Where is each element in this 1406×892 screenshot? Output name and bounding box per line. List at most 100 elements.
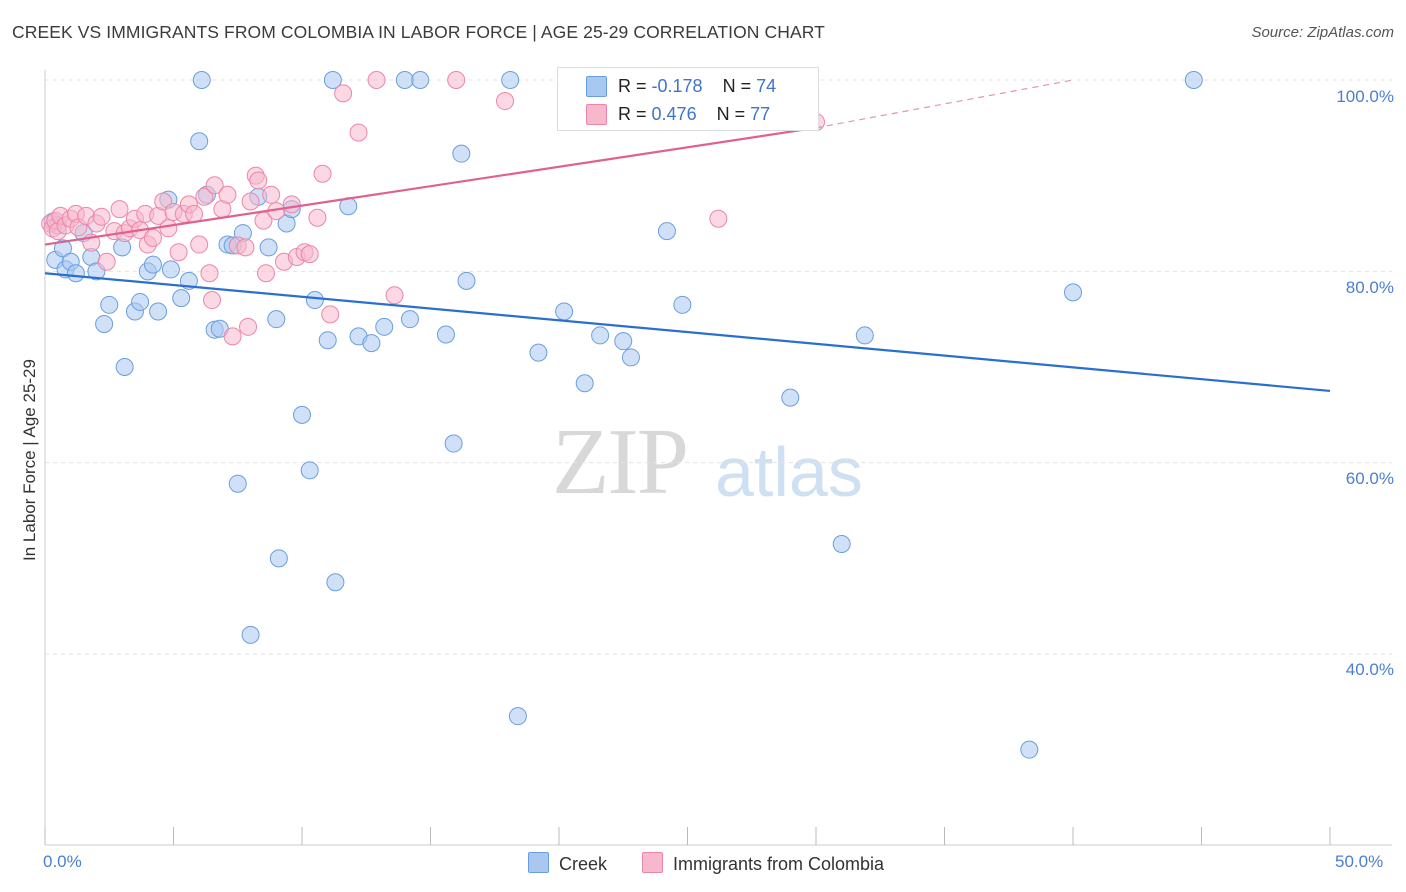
legend-n-label: N = xyxy=(716,104,746,124)
creek-point xyxy=(293,405,311,424)
creek-point xyxy=(172,289,191,308)
creek-point xyxy=(436,325,455,344)
colombia-point xyxy=(257,264,276,283)
colombia-point xyxy=(218,185,237,204)
colombia-point xyxy=(200,264,219,283)
creek-point xyxy=(508,707,527,726)
creek-point xyxy=(444,434,463,453)
colombia-point xyxy=(367,71,386,89)
colombia-point xyxy=(282,195,301,214)
y-tick-label: 80.0% xyxy=(1345,278,1394,297)
creek-point xyxy=(832,534,851,553)
creek-point xyxy=(1184,71,1203,89)
creek-point xyxy=(95,314,114,333)
creek-point xyxy=(501,71,520,89)
creek-point xyxy=(190,132,209,151)
colombia-trend-extension xyxy=(815,79,1074,129)
colombia-point xyxy=(223,327,242,346)
bottom-legend-swatch xyxy=(528,852,549,873)
y-tick-label: 60.0% xyxy=(1345,469,1394,488)
bottom-legend-swatch xyxy=(642,852,663,873)
bottom-legend-label: Immigrants from Colombia xyxy=(673,854,885,874)
creek-point xyxy=(323,71,342,89)
bottom-legend-label: Creek xyxy=(559,854,608,874)
chart-title: CREEK VS IMMIGRANTS FROM COLOMBIA IN LAB… xyxy=(12,22,825,42)
y-tick-label: 100.0% xyxy=(1336,87,1394,106)
creek-point xyxy=(66,264,85,283)
creek-point xyxy=(143,255,162,274)
colombia-point xyxy=(300,245,319,264)
colombia-point xyxy=(447,71,466,89)
creek-point xyxy=(326,573,345,592)
creek-trend-line xyxy=(44,272,1331,393)
creek-point xyxy=(591,326,610,345)
creek-point xyxy=(614,332,633,351)
creek-point xyxy=(100,295,119,314)
creek-point xyxy=(657,222,676,241)
creek-point xyxy=(375,317,394,336)
y-axis-label: In Labor Force | Age 25-29 xyxy=(20,359,39,561)
creek-point xyxy=(362,334,381,353)
creek-point xyxy=(131,292,150,311)
creek-point xyxy=(395,71,414,89)
colombia-point xyxy=(169,243,188,262)
creek-point xyxy=(400,310,419,329)
creek-point xyxy=(259,238,278,257)
creek-point xyxy=(673,295,692,314)
creek-point xyxy=(411,71,430,89)
colombia-point xyxy=(185,204,204,223)
colombia-point xyxy=(241,192,260,211)
creek-point xyxy=(115,358,134,376)
colombia-point xyxy=(308,208,327,227)
creek-point xyxy=(192,71,211,89)
legend-n-label: N = xyxy=(722,76,752,96)
colombia-point xyxy=(385,286,404,305)
colombia-point xyxy=(334,84,353,103)
creek-point xyxy=(267,310,286,329)
creek-point xyxy=(305,291,324,310)
creek-point xyxy=(1064,283,1082,302)
legend-row-colombia: R = 0.476 N = 77 xyxy=(618,104,770,125)
creek-point xyxy=(621,348,640,367)
creek-point xyxy=(241,625,260,644)
creek-point xyxy=(161,260,180,279)
colombia-point xyxy=(97,252,116,271)
colombia-point xyxy=(205,176,224,195)
creek-point xyxy=(555,302,574,321)
legend-n-value: 74 xyxy=(756,76,777,96)
legend-r-value: -0.178 xyxy=(651,76,703,96)
creek-point xyxy=(228,474,247,493)
legend-r-label: R = xyxy=(618,104,647,124)
colombia-point xyxy=(349,123,368,142)
creek-point xyxy=(855,326,874,345)
source-label: Source: ZipAtlas.com xyxy=(1251,24,1394,41)
creek-point xyxy=(149,302,168,321)
colombia-point xyxy=(262,185,281,204)
watermark-zip: ZIP xyxy=(552,410,689,514)
colombia-point xyxy=(203,291,222,310)
legend-r-value: 0.476 xyxy=(651,104,697,124)
colombia-point xyxy=(159,219,178,238)
correlation-legend: R = -0.178 N = 74 R = 0.476 N = 77 xyxy=(557,67,819,131)
colombia-point xyxy=(239,317,258,336)
y-tick-label: 40.0% xyxy=(1345,660,1394,679)
colombia-point xyxy=(249,171,268,190)
colombia-trend-line xyxy=(44,126,817,246)
creek-point xyxy=(318,331,337,350)
bottom-legend-creek: Creek xyxy=(528,852,607,875)
creek-point xyxy=(1020,740,1039,759)
colombia-point xyxy=(709,209,728,228)
creek-point xyxy=(452,144,471,163)
legend-swatch-creek xyxy=(586,76,607,97)
creek-point xyxy=(300,461,319,480)
x-tick-label: 0.0% xyxy=(43,852,82,871)
legend-row-creek: R = -0.178 N = 74 xyxy=(618,76,776,97)
colombia-point xyxy=(92,207,111,226)
creek-point xyxy=(53,239,72,258)
creek-point xyxy=(575,374,594,393)
colombia-point xyxy=(195,187,214,206)
watermark-atlas: atlas xyxy=(715,433,863,511)
legend-r-label: R = xyxy=(618,76,647,96)
colombia-point xyxy=(313,164,332,183)
